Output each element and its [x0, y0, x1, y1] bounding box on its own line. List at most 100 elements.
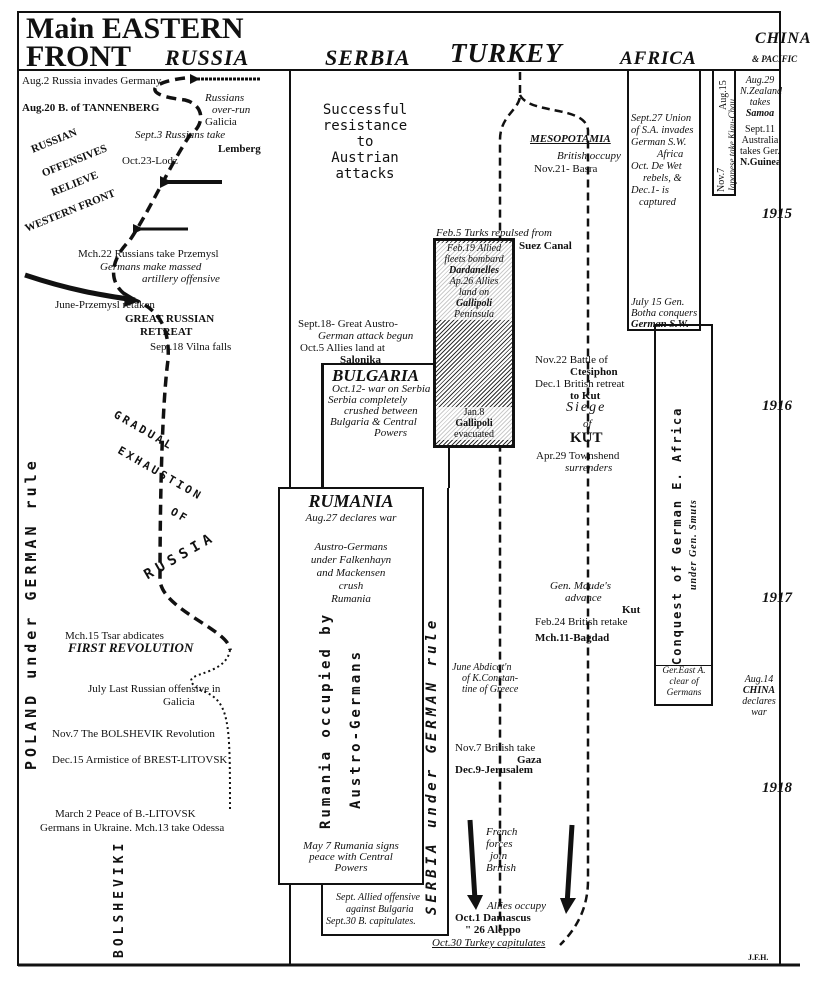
text-line: join — [490, 850, 508, 862]
event: surrenders — [565, 462, 613, 474]
event: FIRST REVOLUTION — [68, 640, 194, 655]
text-line: Oct. De Wet — [631, 161, 682, 172]
text-line: Gallipoli — [455, 298, 493, 309]
text-line: attacks — [335, 166, 395, 182]
turkey-front-left — [498, 72, 522, 930]
kut-label: KUT — [570, 430, 603, 446]
text-line: crush — [338, 580, 364, 592]
text-line: takes — [749, 97, 771, 108]
text-line: N.Zealand — [740, 86, 782, 97]
guinea-event: Sept.11 Australia takes Ger. N.Guinea — [740, 124, 781, 168]
turkey-front-right — [518, 94, 590, 946]
rumania-occupied: Rumania occupied by — [318, 611, 334, 829]
text-line: war — [751, 707, 767, 718]
text-line: tine of Greece — [462, 684, 519, 695]
event: Nov.21- Basra — [534, 163, 598, 175]
british-advance-arrow-2 — [564, 824, 575, 906]
text-line: German S.W. — [631, 319, 689, 330]
bulgaria-box: BULGARIA Oct.12- war on Serbia Serbia co… — [322, 363, 450, 488]
event: German attack begun — [318, 330, 414, 342]
botha-events: July 15 Gen. Botha conquers German S.W. — [631, 297, 697, 330]
event: Suez Canal — [519, 240, 572, 252]
event: Mch.11-Bagdad — [535, 632, 610, 644]
event: Apr.29 Townshend — [536, 450, 620, 462]
text-line: Sept.27 Union — [631, 113, 692, 124]
text-line: Sept. Allied offensive — [336, 892, 420, 903]
mesopotamia-label: MESOPOTAMIA — [530, 133, 611, 145]
text-line: Aug.14 — [744, 674, 774, 685]
text-line: CHINA — [742, 685, 776, 696]
rumania-crush: Austro-Germans under Falkenhayn and Macken… — [280, 541, 422, 606]
text-line: Samoa — [745, 108, 775, 119]
text-line: Aug.29 — [745, 75, 775, 86]
event: " 26 Aleppo — [465, 924, 521, 936]
conquest-east-africa: Conquest of German E. Africa — [670, 406, 684, 665]
text-line: fleets bombard — [444, 254, 504, 265]
event: Oct.1 Damascus — [455, 912, 531, 924]
event: Feb.5 Turks repulsed from — [436, 227, 552, 239]
event: Ctesiphon — [570, 366, 618, 378]
text-line: Sept.11 — [745, 124, 775, 135]
poland-german-rule: POLAND under GERMAN rule — [22, 457, 40, 770]
rumania-box: RUMANIA Aug.27 declares war Austro-Germa… — [278, 487, 424, 885]
rumania-occupied: Austro-Germans — [348, 648, 364, 809]
successful-resistance: Successful resistance to Austrian attacks — [320, 102, 410, 182]
text-line: against Bulgaria — [346, 904, 414, 915]
event: Aug.2 Russia invades Germany — [22, 75, 162, 87]
siege-label: Siege — [566, 400, 607, 415]
gallipoli-box: Feb.19 Allied fleets bombard Dardanelles Ap… — [433, 238, 515, 448]
text-line: Feb.19 Allied — [446, 243, 502, 254]
event: advance — [565, 592, 602, 604]
british-advance-arrow — [467, 819, 478, 901]
event: Aug.20 B. of TANNENBERG — [22, 102, 160, 114]
samoa-event: Aug.29 N.Zealand takes Samoa — [740, 75, 782, 119]
rumania-peace: May 7 Rumania signs peace with Central Pow… — [280, 841, 422, 874]
event: Oct.23-Lodz — [122, 155, 178, 167]
text-line: declares — [742, 696, 776, 707]
event: Mch.22 Russians take Przemysl — [78, 248, 219, 260]
event: British occupy — [557, 150, 621, 162]
text-line: Ger.East A. — [662, 666, 706, 676]
text-line: Peninsula — [454, 309, 494, 320]
event: Dec.1 British retreat — [535, 378, 625, 390]
constantine: June Abdicat'n of K.Constan-tine of Greec… — [452, 662, 518, 695]
text-line: Aug.27 declares war — [305, 512, 397, 524]
china-declares-war: Aug.14 CHINA declares war — [738, 674, 780, 718]
bulgaria-title: BULGARIA — [332, 366, 419, 385]
text-line: captured — [639, 197, 676, 208]
text-line: Sept.30 B. capitulates. — [326, 916, 416, 927]
event: Sept.18- Great Austro- — [298, 318, 398, 330]
header-turkey: TURKEY — [450, 38, 563, 68]
russia-front-dotted — [190, 649, 231, 811]
event: Gen. Maude's — [550, 580, 612, 592]
text-line: under Falkenhayn — [310, 554, 392, 566]
header-russia: RUSSIA — [165, 45, 250, 70]
event: Galicia — [163, 696, 195, 708]
text-line: Ap.26 Allies — [449, 276, 499, 287]
event: Allies occupy — [487, 900, 546, 912]
text-line: French — [486, 826, 518, 838]
text-line: evacuated — [454, 429, 494, 440]
title-line-1: Main EASTERN — [26, 12, 244, 45]
event: Dec.15 Armistice of BREST-LITOVSK — [52, 754, 228, 766]
text-line: Botha conquers — [631, 308, 698, 319]
text-line: resistance — [322, 118, 408, 134]
text-line: Germans — [666, 688, 702, 698]
under-smuts: under Gen. Smuts — [688, 499, 699, 590]
text-line: Dardanelles — [449, 265, 499, 276]
text-line: British — [486, 862, 516, 874]
event: Gaza — [517, 754, 542, 766]
event: Oct.30 Turkey capitulates — [432, 937, 546, 949]
kiauchau-box — [712, 70, 736, 196]
text-line: Austrian — [331, 150, 399, 166]
event: GREAT RUSSIAN — [125, 313, 215, 325]
text-line: Powers — [334, 862, 368, 874]
text-line: Australia — [741, 135, 779, 146]
year-1918: 1918 — [762, 780, 792, 796]
french-forces: French forces join British — [486, 826, 517, 874]
text-line: clear of — [669, 677, 699, 687]
japanese-take-kiauchau: Japanese take Kiau-Chau — [727, 99, 737, 192]
ger-east-africa-clear: Ger.East A. clear of Germans — [656, 665, 712, 699]
year-1917: 1917 — [762, 590, 792, 606]
